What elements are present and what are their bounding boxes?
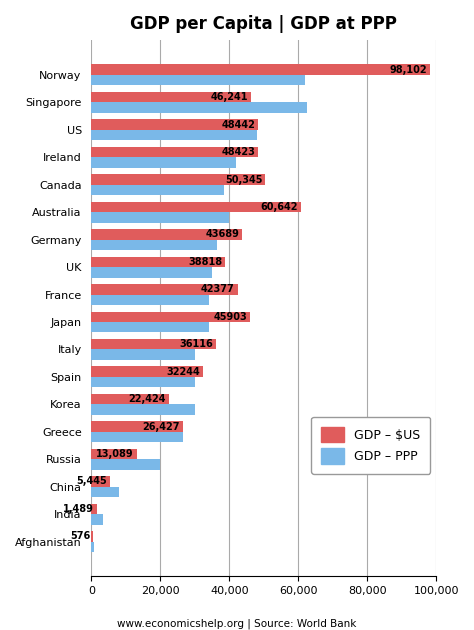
Bar xyxy=(91,92,251,102)
Legend: GDP – $US, GDP – PPP: GDP – $US, GDP – PPP xyxy=(311,417,430,474)
Bar xyxy=(91,486,119,497)
Text: 98,102: 98,102 xyxy=(389,65,427,75)
Bar xyxy=(91,432,183,442)
Bar xyxy=(91,394,169,404)
Bar xyxy=(91,449,137,459)
Bar xyxy=(91,229,242,239)
Bar xyxy=(91,531,93,542)
Bar xyxy=(91,294,209,305)
Bar xyxy=(91,284,237,294)
Bar xyxy=(91,120,258,130)
Text: 22,424: 22,424 xyxy=(128,394,166,404)
Text: 48423: 48423 xyxy=(222,147,255,157)
Bar xyxy=(91,542,94,552)
Text: 38818: 38818 xyxy=(189,257,223,267)
Bar xyxy=(91,267,212,277)
Bar xyxy=(91,312,250,322)
Bar xyxy=(91,102,307,113)
Bar xyxy=(91,239,217,250)
Text: 32244: 32244 xyxy=(166,367,200,377)
Text: 1,489: 1,489 xyxy=(63,504,94,514)
Text: 60,642: 60,642 xyxy=(260,202,298,212)
Bar xyxy=(91,504,97,514)
Title: GDP per Capita | GDP at PPP: GDP per Capita | GDP at PPP xyxy=(130,15,397,33)
Bar xyxy=(91,339,216,350)
Bar xyxy=(91,158,236,168)
Bar xyxy=(91,476,110,486)
Text: 48442: 48442 xyxy=(222,120,256,130)
Text: 45903: 45903 xyxy=(213,312,247,322)
Text: 43689: 43689 xyxy=(205,229,239,239)
Text: 13,089: 13,089 xyxy=(96,449,134,459)
Bar xyxy=(91,185,224,195)
Bar xyxy=(91,377,195,387)
Text: 5,445: 5,445 xyxy=(77,476,108,486)
Text: 26,427: 26,427 xyxy=(142,421,180,432)
Text: 576: 576 xyxy=(71,531,91,541)
Text: 42377: 42377 xyxy=(201,284,235,294)
Bar xyxy=(91,75,305,85)
Bar xyxy=(91,367,203,377)
Bar xyxy=(91,350,195,360)
Bar xyxy=(91,202,301,212)
Bar xyxy=(91,212,229,222)
Bar xyxy=(91,459,160,469)
Bar xyxy=(91,147,258,158)
Text: 46,241: 46,241 xyxy=(210,92,248,102)
Bar xyxy=(91,404,195,415)
Bar xyxy=(91,64,430,75)
Bar xyxy=(91,421,182,432)
Bar xyxy=(91,175,265,185)
Bar xyxy=(91,130,257,140)
Bar xyxy=(91,514,102,525)
Text: www.economicshelp.org | Source: World Bank: www.economicshelp.org | Source: World Ba… xyxy=(117,619,357,629)
Text: 36116: 36116 xyxy=(180,339,213,349)
Bar xyxy=(91,256,225,267)
Bar xyxy=(91,322,209,333)
Text: 50,345: 50,345 xyxy=(225,175,262,185)
